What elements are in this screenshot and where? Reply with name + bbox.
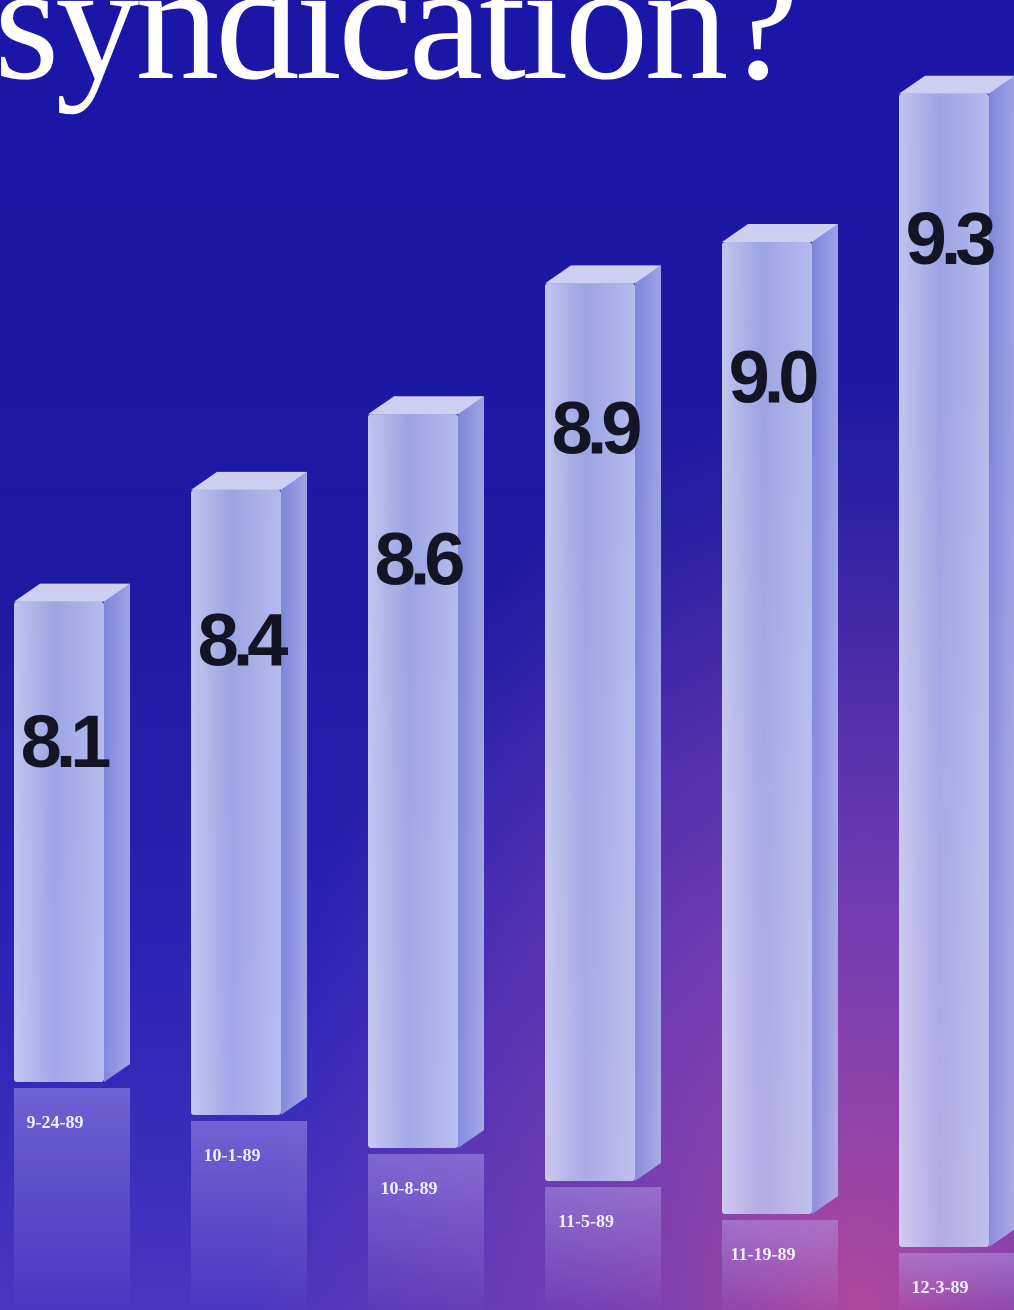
bar-date-label: 10-1-89 [204,1145,261,1165]
bar-face [722,242,812,1214]
bar-side [635,265,661,1181]
headline: syndication? [0,0,799,115]
bar-face [545,283,635,1181]
bar-date-label: 11-5-89 [558,1211,614,1231]
bar-reflection [368,1154,484,1310]
bar-face [191,489,281,1115]
bar-value-label: 8.6 [375,518,464,601]
bar-reflection [545,1187,661,1310]
bar-side [458,396,484,1148]
bar-5: 9.0 11-19-89 [722,224,838,1310]
bar-reflection [191,1121,307,1310]
bar-value-label: 9.0 [729,335,818,418]
bar-face [899,93,989,1248]
bar-reflection [899,1253,1014,1310]
bar-top [545,265,661,284]
bar-top [899,75,1014,94]
bar-top [722,224,838,242]
bar-value-label: 8.1 [21,700,111,783]
bar-value-label: 9.3 [906,197,995,280]
bar-date-label: 11-19-89 [731,1244,796,1264]
bar-reflection [722,1220,838,1310]
bar-value-label: 8.9 [552,387,641,470]
bar-6: 9.3 12-3-89 [899,75,1014,1310]
bar-date-label: 10-8-89 [381,1178,438,1198]
bar-side [989,76,1014,1247]
bar-top [191,471,307,490]
bar-4: 8.9 11-5-89 [545,265,661,1310]
bar-face [368,414,458,1148]
bar-face [14,601,104,1082]
bar-date-label: 9-24-89 [27,1112,84,1132]
bar-reflection [14,1088,130,1310]
bar-date-label: 12-3-89 [912,1277,969,1297]
bar-side [281,471,307,1115]
bar-side [812,224,838,1214]
bar-1: 8.1 9-24-89 [14,583,130,1310]
bar-top [368,396,484,415]
bar-3: 8.6 10-8-89 [368,396,484,1310]
bar-side [104,583,130,1082]
bar-2: 8.4 10-1-89 [191,471,307,1310]
bar-value-label: 8.4 [198,598,289,681]
bar-top [14,583,130,602]
